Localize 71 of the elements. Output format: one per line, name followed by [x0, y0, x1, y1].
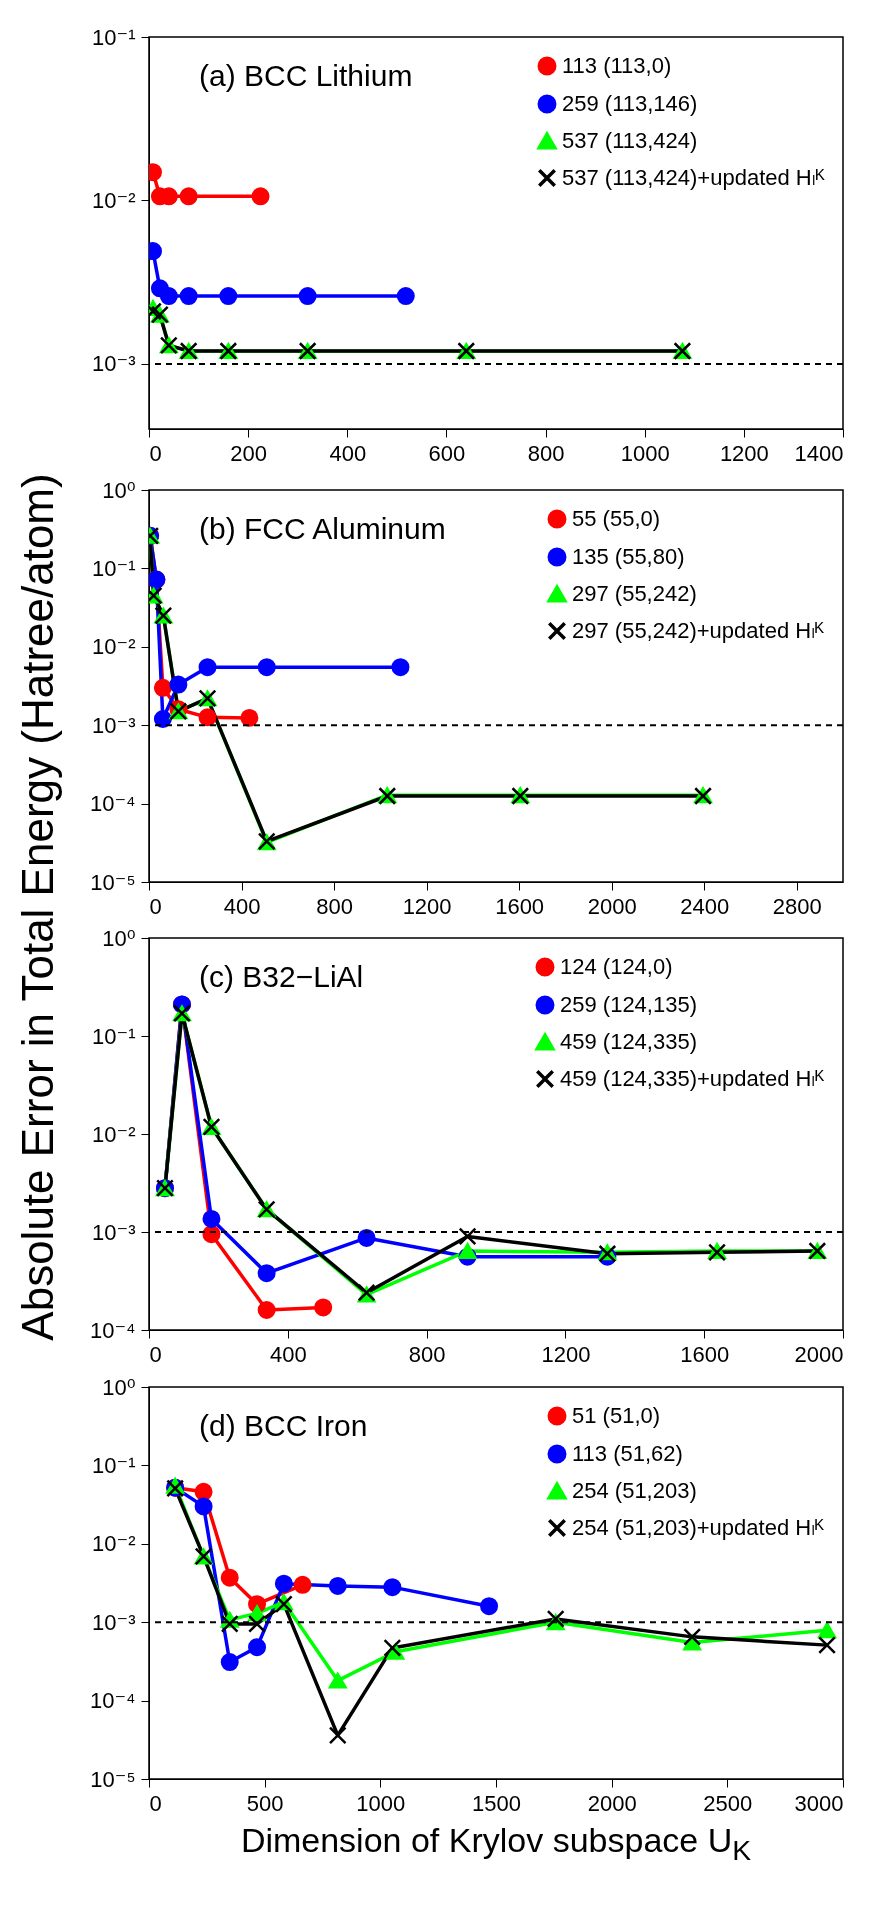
- y-tick-label: 10⁻²: [92, 1121, 136, 1147]
- y-tick-label: 10⁻¹: [92, 555, 136, 581]
- x-tick-label: 0: [149, 440, 162, 466]
- x-tick-label: 2000: [794, 1341, 844, 1367]
- legend-label: 459 (124,335): [560, 1029, 697, 1054]
- x-tick-label: 1600: [680, 1341, 730, 1367]
- y-tick-label: 10⁻⁵: [90, 869, 136, 895]
- legend-label: 297 (55,242): [572, 581, 697, 606]
- legend-label: 55 (55,0): [572, 506, 661, 531]
- x-tick-label: 0: [149, 893, 162, 919]
- x-axis-title: Dimension of Krylov subspace U$_{K}$: [239, 1821, 753, 1867]
- x-tick-label: 400: [269, 1341, 307, 1367]
- x-tick-label: 1400: [794, 440, 844, 466]
- y-tick-label: 10⁻¹: [92, 1452, 136, 1478]
- legend-label: 124 (124,0): [560, 954, 673, 979]
- y-tick-label: 10⁻¹: [92, 24, 136, 50]
- text: (a) BCC Lithium: [199, 59, 413, 92]
- x-tick-label: 1000: [620, 440, 670, 466]
- x-tick-label: 2000: [587, 1790, 637, 1816]
- x-tick-label: 500: [246, 1790, 284, 1816]
- x-tick-label: 1000: [356, 1790, 406, 1816]
- legend-label: 259 (113,146): [562, 91, 698, 116]
- legend-label: 297 (55,242)+updated Hₗᴷ: [572, 618, 825, 643]
- x-tick-label: 600: [428, 440, 466, 466]
- x-tick-label: 200: [230, 440, 267, 466]
- x-tick-label: 400: [329, 440, 367, 466]
- x-tick-label: 800: [408, 1341, 446, 1367]
- legend-label: 537 (113,424)+updated Hₗᴷ: [562, 165, 826, 190]
- y-tick-label: 10⁻¹: [92, 1023, 136, 1049]
- legend-label: 459 (124,335)+updated Hₗᴷ: [560, 1066, 826, 1091]
- y-tick-label: 10⁻⁴: [89, 1317, 136, 1343]
- text: (c) B32−LiAl: [199, 960, 364, 993]
- x-tick-label: 1200: [719, 440, 769, 466]
- y-tick-label: 10⁻²: [92, 1531, 136, 1557]
- x-tick-label: 1500: [472, 1790, 521, 1816]
- legend-label: 259 (124,135): [560, 992, 697, 1017]
- x-tick-label: 0: [149, 1341, 162, 1367]
- legend-label: 113 (51,62): [572, 1441, 683, 1466]
- legend-label: 113 (113,0): [562, 53, 672, 78]
- text: (b) FCC Aluminum: [199, 512, 446, 545]
- y-tick-label: 10⁻⁴: [89, 1688, 136, 1714]
- y-tick-label: 10⁻²: [92, 187, 136, 213]
- legend-label: 254 (51,203)+updated Hₗᴷ: [572, 1515, 825, 1540]
- x-tick-label: 1200: [402, 893, 452, 919]
- y-tick-label: 10⁻³: [92, 712, 136, 738]
- x-tick-label: 3000: [794, 1790, 844, 1816]
- x-tick-label: 1600: [495, 893, 545, 919]
- legend-label: 537 (113,424): [562, 128, 698, 153]
- x-tick-label: 2000: [587, 893, 637, 919]
- x-tick-label: 2500: [703, 1790, 753, 1816]
- y-axis-title: Absolute Error in Total Energy (Hatree/atom): [13, 473, 63, 1341]
- x-tick-label: 400: [223, 893, 261, 919]
- x-tick-label: 1200: [541, 1341, 591, 1367]
- y-tick-label: 10⁻³: [92, 1609, 136, 1635]
- y-tick-label: 10⁻⁵: [90, 1766, 136, 1792]
- y-tick-label: 10⁻²: [92, 634, 136, 660]
- x-tick-label: 0: [149, 1790, 162, 1816]
- text: (d) BCC Iron: [199, 1409, 368, 1442]
- legend-label: 254 (51,203): [572, 1478, 697, 1503]
- y-tick-label: 10⁰: [102, 925, 136, 951]
- x-tick-label: 800: [316, 893, 353, 919]
- y-tick-label: 10⁻⁴: [89, 791, 136, 817]
- y-tick-label: 10⁻³: [92, 351, 136, 377]
- x-tick-label: 800: [527, 440, 565, 466]
- y-tick-label: 10⁻³: [92, 1219, 136, 1245]
- x-tick-label: 2800: [772, 893, 822, 919]
- legend-label: 135 (55,80): [572, 544, 685, 569]
- y-tick-label: 10⁰: [102, 1374, 136, 1400]
- x-tick-label: 2400: [680, 893, 730, 919]
- y-tick-label: 10⁰: [102, 477, 136, 503]
- legend-label: 51 (51,0): [572, 1403, 661, 1428]
